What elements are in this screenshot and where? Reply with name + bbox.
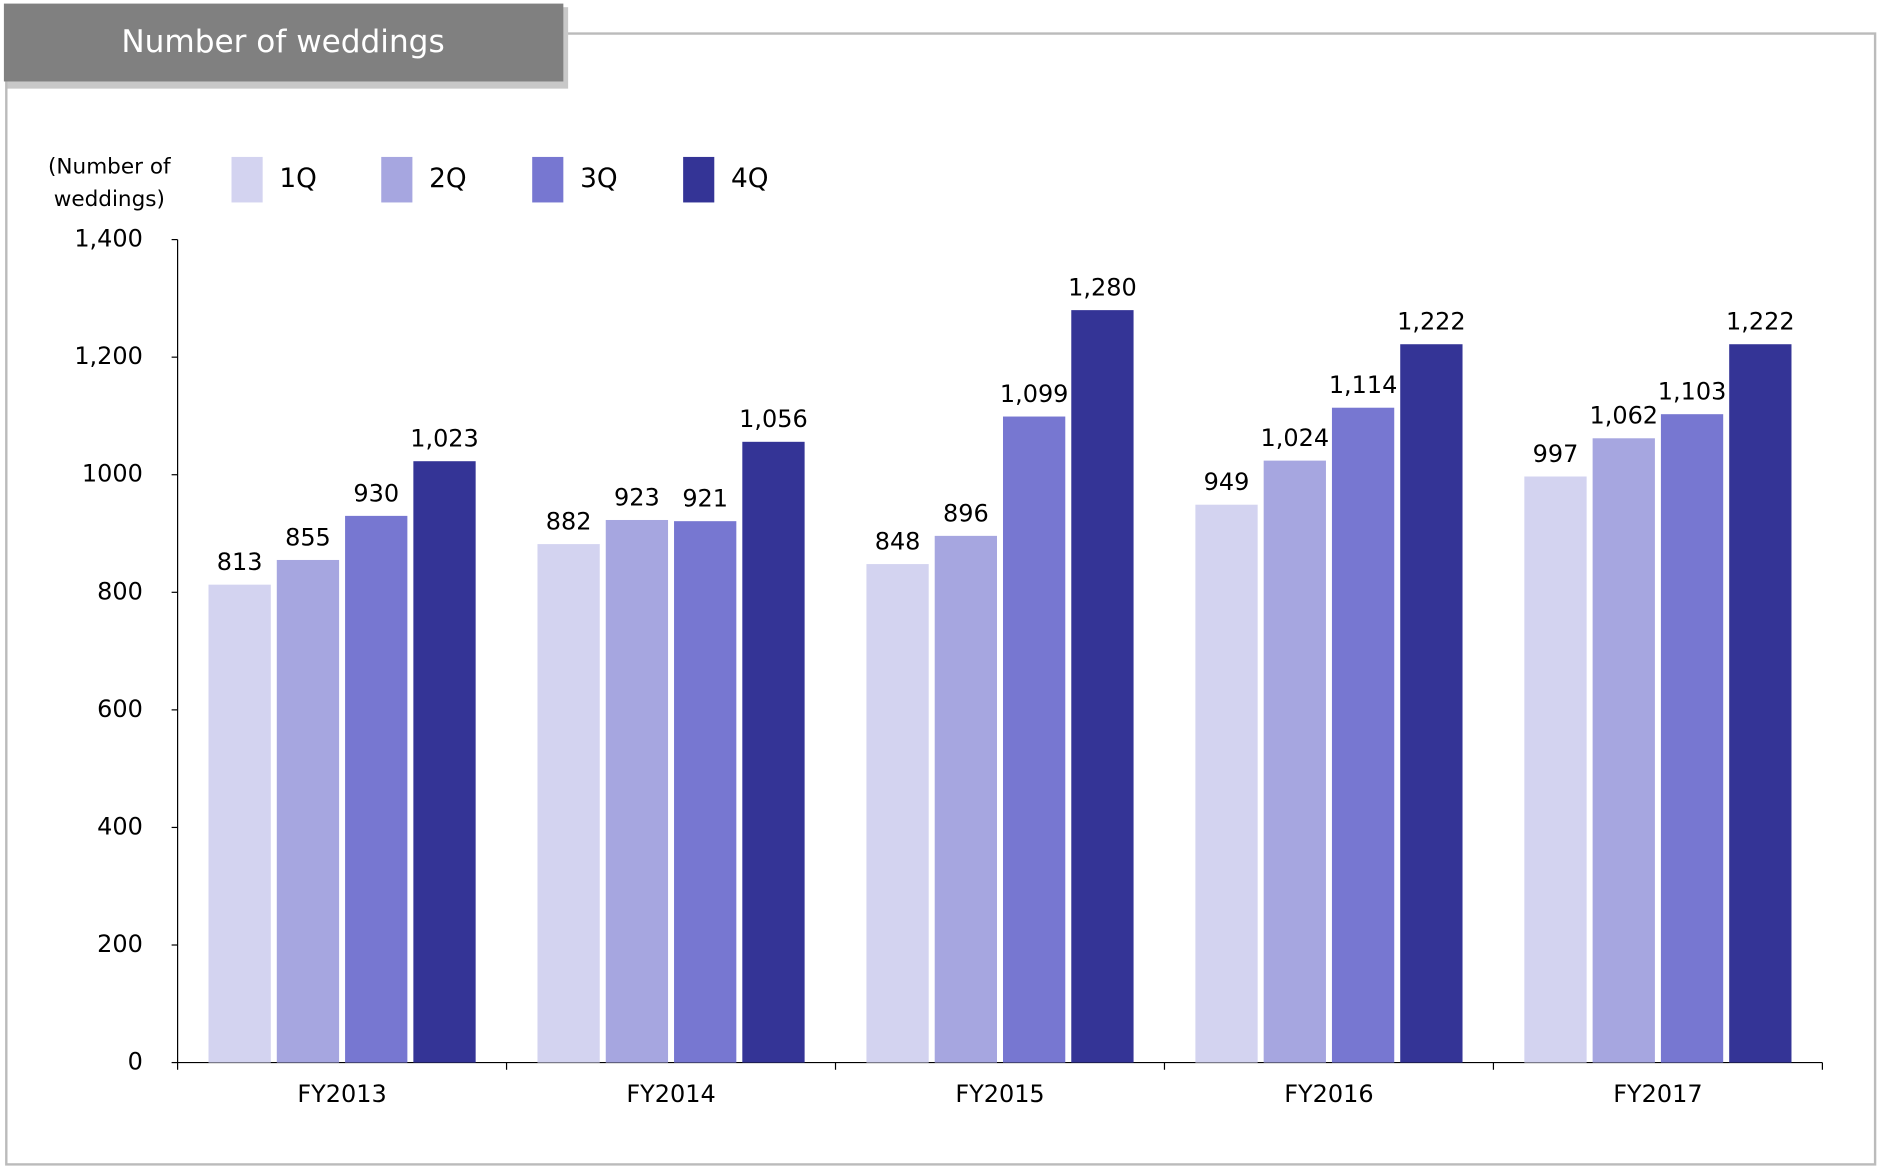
data-label: 1,222 [1726, 308, 1795, 336]
bar [1524, 476, 1587, 1063]
chart-title: Number of weddings [121, 24, 444, 60]
bar [674, 521, 737, 1063]
legend-label: 3Q [580, 164, 618, 194]
y-axis-label: weddings) [54, 187, 165, 212]
data-label: 921 [682, 485, 728, 513]
data-label: 1,062 [1590, 402, 1659, 430]
data-label: 813 [217, 548, 263, 576]
bar [1660, 414, 1724, 1063]
data-label: 1,114 [1329, 371, 1398, 399]
bar [1729, 344, 1792, 1063]
y-tick-label: 1000 [82, 460, 143, 488]
legend-swatch [381, 156, 413, 203]
data-label: 855 [285, 523, 331, 551]
y-tick-label: 1,200 [74, 342, 143, 370]
legend-label: 2Q [429, 164, 466, 194]
legend-swatch [231, 156, 263, 203]
title-box [3, 3, 564, 82]
bar [537, 544, 600, 1063]
bar [1071, 310, 1134, 1063]
data-label: 930 [353, 479, 399, 507]
data-label: 949 [1204, 468, 1250, 496]
legend-swatch [532, 156, 564, 203]
data-label: 1,099 [1000, 380, 1069, 408]
y-tick-label: 800 [97, 577, 143, 605]
bar [1195, 504, 1258, 1063]
x-tick-label: FY2015 [955, 1080, 1044, 1108]
bar [742, 441, 805, 1063]
data-label: 882 [546, 508, 592, 536]
bar [1263, 460, 1326, 1063]
data-label: 848 [875, 528, 921, 556]
data-label: 997 [1533, 440, 1579, 468]
bar [345, 515, 408, 1063]
x-tick-label: FY2013 [297, 1080, 386, 1108]
data-label: 1,056 [739, 405, 808, 433]
y-tick-label: 400 [97, 812, 143, 840]
legend-swatch [683, 156, 715, 203]
data-label: 1,280 [1068, 274, 1137, 302]
data-label: 1,024 [1261, 424, 1330, 452]
y-tick-label: 200 [97, 930, 143, 958]
x-tick-label: FY2014 [626, 1080, 715, 1108]
bar [276, 559, 340, 1063]
chart-frame [5, 32, 1877, 1166]
data-label: 923 [614, 483, 660, 511]
legend-label: 4Q [731, 164, 769, 194]
data-label: 1,103 [1658, 378, 1727, 406]
data-label: 1,222 [1397, 308, 1466, 336]
bar [413, 461, 476, 1063]
bar [866, 564, 929, 1063]
bar [605, 519, 669, 1063]
y-tick-label: 0 [128, 1048, 143, 1076]
data-label: 896 [943, 499, 989, 527]
data-label: 1,023 [410, 425, 479, 453]
bar [1592, 438, 1655, 1063]
bar [208, 584, 271, 1063]
bar [1400, 344, 1463, 1063]
bar [1002, 416, 1066, 1063]
bar [934, 535, 998, 1063]
y-axis-label: (Number of [48, 155, 171, 180]
legend-label: 1Q [279, 164, 316, 194]
y-tick-label: 600 [97, 695, 143, 723]
y-tick-label: 1,400 [74, 225, 143, 253]
bar [1331, 407, 1395, 1063]
x-tick-label: FY2017 [1613, 1080, 1702, 1108]
x-tick-label: FY2016 [1284, 1080, 1373, 1108]
